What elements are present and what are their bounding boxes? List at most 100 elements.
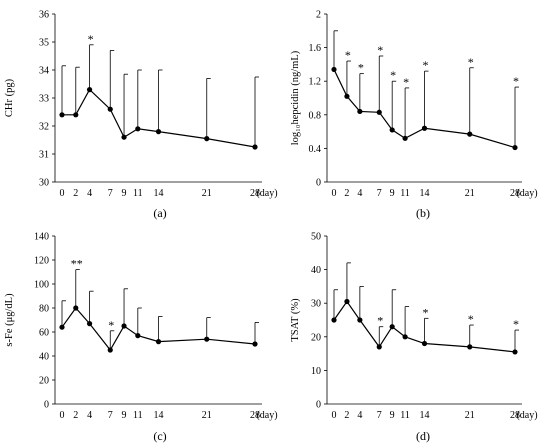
- y-tick-label: 140: [34, 232, 49, 243]
- data-point: [376, 109, 382, 115]
- data-point: [389, 324, 395, 330]
- y-tick-label: 50: [311, 232, 321, 243]
- x-tick-label: 4: [87, 410, 92, 421]
- significance-marker: *: [423, 58, 429, 72]
- data-point: [467, 344, 473, 350]
- x-tick-label: 21: [465, 410, 475, 421]
- data-point: [344, 298, 350, 305]
- y-tick-label: 33: [39, 94, 49, 105]
- x-tick-label: 28: [250, 188, 260, 199]
- significance-marker: *: [377, 314, 383, 328]
- significance-marker: *: [345, 48, 351, 62]
- y-tick-label: 31: [39, 150, 49, 161]
- chart-panel-a: 30 31 32 33 34 35 36 0 2 4 7 9 11 14 21 28(day) CHr (pg)…: [4, 10, 278, 221]
- x-unit-label: (day): [516, 188, 537, 199]
- data-point: [121, 323, 127, 329]
- y-tick-label: 36: [39, 10, 49, 21]
- data-point: [421, 125, 428, 131]
- x-tick-label: 4: [87, 188, 92, 199]
- data-point: [467, 131, 473, 137]
- x-tick-label: 2: [73, 410, 78, 421]
- y-tick-label: 30: [39, 178, 49, 189]
- y-tick-label: 2: [316, 10, 321, 21]
- data-point: [107, 106, 113, 112]
- data-point: [121, 134, 127, 140]
- x-tick-label: 9: [122, 188, 127, 199]
- data-point: [512, 144, 518, 151]
- data-point: [357, 108, 363, 115]
- y-tick-label: 20: [39, 376, 49, 387]
- x-tick-label: 4: [357, 188, 362, 199]
- x-tick-label: 7: [377, 188, 382, 199]
- y-tick-label: 0: [316, 400, 321, 411]
- data-point: [252, 144, 258, 150]
- y-tick-label: 120: [34, 256, 49, 267]
- data-point: [73, 305, 79, 311]
- x-tick-label: 28: [250, 410, 260, 421]
- significance-marker: *: [403, 75, 409, 89]
- data-point: [204, 336, 210, 342]
- x-tick-label: 11: [133, 188, 143, 199]
- x-tick-label: 9: [122, 410, 127, 421]
- y-axis-title: s-Fe (μg/dL): [4, 293, 15, 347]
- data-point: [512, 349, 518, 355]
- x-tick-label: 2: [344, 188, 349, 199]
- y-tick-label: 30: [311, 299, 321, 310]
- x-tick-label: 28: [510, 188, 520, 199]
- x-tick-label: 21: [465, 188, 475, 199]
- data-point: [73, 112, 79, 118]
- data-point: [135, 126, 141, 132]
- x-tick-label: 21: [202, 188, 212, 199]
- y-tick-label: 80: [39, 304, 49, 315]
- x-tick-label: 0: [332, 188, 337, 199]
- significance-marker: *: [358, 61, 364, 75]
- data-point: [155, 129, 162, 135]
- x-tick-label: 2: [73, 188, 78, 199]
- data-point: [86, 321, 93, 327]
- significance-marker: *: [513, 74, 519, 88]
- x-tick-label: 9: [390, 188, 395, 199]
- x-tick-label: 28: [510, 410, 520, 421]
- data-point: [204, 136, 210, 142]
- panel-label: (c): [153, 429, 166, 443]
- data-point: [331, 317, 337, 323]
- y-tick-label: 40: [311, 265, 321, 276]
- y-tick-label: 100: [34, 280, 49, 291]
- y-tick-label: 0: [44, 400, 49, 411]
- significance-marker: *: [108, 318, 114, 332]
- x-unit-label: (day): [256, 188, 277, 199]
- data-point: [59, 112, 65, 118]
- y-tick-label: 32: [39, 122, 49, 133]
- x-tick-label: 0: [60, 188, 65, 199]
- x-tick-label: 7: [108, 410, 113, 421]
- x-tick-label: 11: [133, 410, 143, 421]
- data-point: [155, 339, 162, 345]
- x-tick-label: 0: [332, 410, 337, 421]
- data-point: [59, 324, 65, 330]
- chart-panel-b: 00.40.81.21.620 2 4 7 9 11 14 21 28(day)log₁₀hep…: [290, 10, 538, 221]
- x-tick-label: 14: [154, 188, 164, 199]
- significance-marker: *: [377, 43, 383, 57]
- y-tick-label: 1.6: [309, 43, 322, 54]
- y-tick-label: 0.8: [309, 110, 322, 121]
- data-point: [344, 93, 350, 99]
- data-point: [402, 135, 408, 141]
- data-point: [86, 87, 93, 93]
- x-tick-label: 11: [400, 410, 410, 421]
- significance-marker: *: [88, 32, 94, 46]
- y-tick-label: 35: [39, 38, 49, 49]
- data-point: [135, 333, 141, 339]
- x-tick-label: 7: [377, 410, 382, 421]
- x-tick-label: 21: [202, 410, 212, 421]
- y-tick-label: 20: [311, 332, 321, 343]
- x-tick-label: 7: [108, 188, 113, 199]
- significance-marker: *: [423, 305, 429, 319]
- y-axis-title: TSAT (%): [290, 298, 301, 342]
- significance-marker: *: [513, 317, 519, 331]
- x-tick-label: 9: [390, 410, 395, 421]
- x-tick-label: 14: [154, 410, 164, 421]
- panel-label: (d): [416, 429, 430, 443]
